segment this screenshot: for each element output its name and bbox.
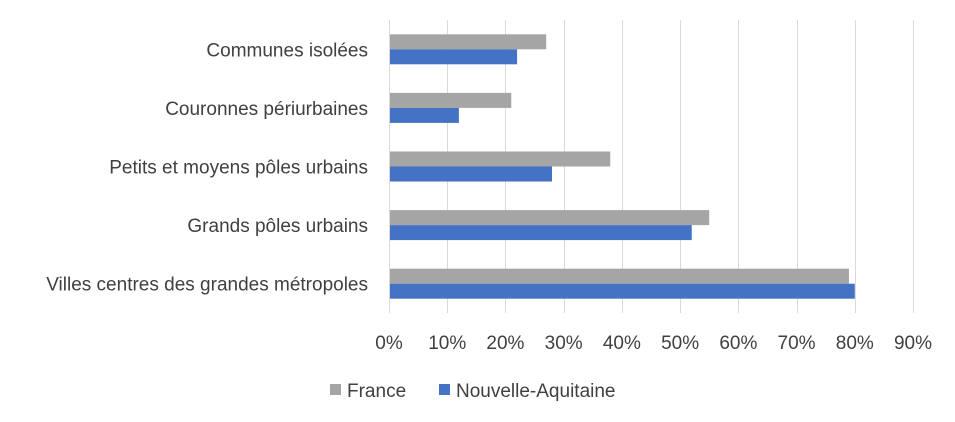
bar-france-0 <box>389 34 547 50</box>
bar-nouvelle-aquitaine-2 <box>389 166 553 182</box>
legend-label: Nouvelle-Aquitaine <box>456 381 616 402</box>
x-tick-label: 70% <box>778 333 816 354</box>
bar-nouvelle-aquitaine-1 <box>389 107 459 123</box>
bar-nouvelle-aquitaine-4 <box>389 283 855 299</box>
x-tick-label: 30% <box>545 333 583 354</box>
x-tick-label: 10% <box>428 333 466 354</box>
x-tick-label: 0% <box>375 333 403 354</box>
legend-swatch-1 <box>439 384 450 395</box>
x-tick-label: 90% <box>894 333 932 354</box>
category-label: Communes isolées <box>206 40 368 61</box>
bar-france-1 <box>389 92 512 108</box>
bar-nouvelle-aquitaine-0 <box>389 49 518 65</box>
x-tick-label: 40% <box>603 333 641 354</box>
category-label: Villes centres des grandes métropoles <box>46 275 368 296</box>
x-tick-label: 60% <box>719 333 757 354</box>
category-label: Petits et moyens pôles urbains <box>109 158 368 179</box>
legend-label: France <box>347 381 406 402</box>
x-tick-label: 20% <box>486 333 524 354</box>
bar-france-4 <box>389 268 849 284</box>
bar-france-3 <box>389 210 710 226</box>
bar-france-2 <box>389 151 611 167</box>
bar-nouvelle-aquitaine-3 <box>389 225 692 241</box>
x-tick-label: 80% <box>836 333 874 354</box>
category-label: Grands pôles urbains <box>187 216 368 237</box>
legend-swatch-0 <box>330 384 341 395</box>
x-tick-label: 50% <box>661 333 699 354</box>
category-label: Couronnes périurbaines <box>165 99 368 120</box>
